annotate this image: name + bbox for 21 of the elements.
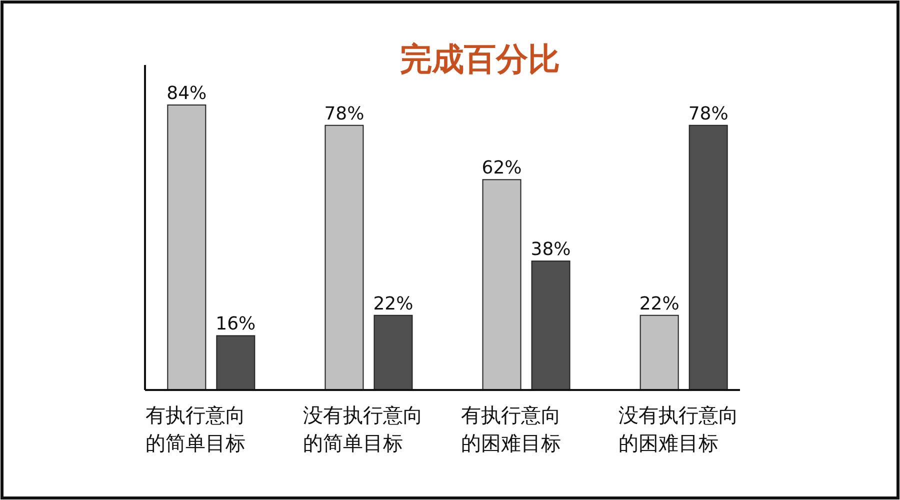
bar	[324, 124, 364, 390]
chart-title: 完成百分比	[400, 40, 560, 78]
bar	[167, 104, 206, 390]
data-label: 38%	[530, 239, 571, 260]
bar	[531, 260, 570, 390]
data-label: 16%	[216, 314, 256, 335]
data-label: 62%	[482, 158, 522, 179]
bar	[688, 124, 728, 390]
x-tick-label: 没有执行意向的困难目标	[618, 403, 738, 455]
data-label: 22%	[639, 293, 680, 314]
bar	[216, 335, 256, 390]
data-label: 78%	[688, 103, 728, 124]
bar	[374, 314, 413, 390]
x-tick-label: 没有执行意向的简单目标	[303, 403, 424, 455]
bar	[482, 179, 522, 390]
data-label: 84%	[166, 83, 207, 104]
data-label: 22%	[373, 293, 414, 314]
x-tick-label: 有执行意向的困难目标	[460, 403, 561, 455]
data-label: 78%	[324, 103, 364, 124]
bar	[640, 314, 679, 390]
x-tick-label: 有执行意向的简单目标	[146, 403, 246, 455]
